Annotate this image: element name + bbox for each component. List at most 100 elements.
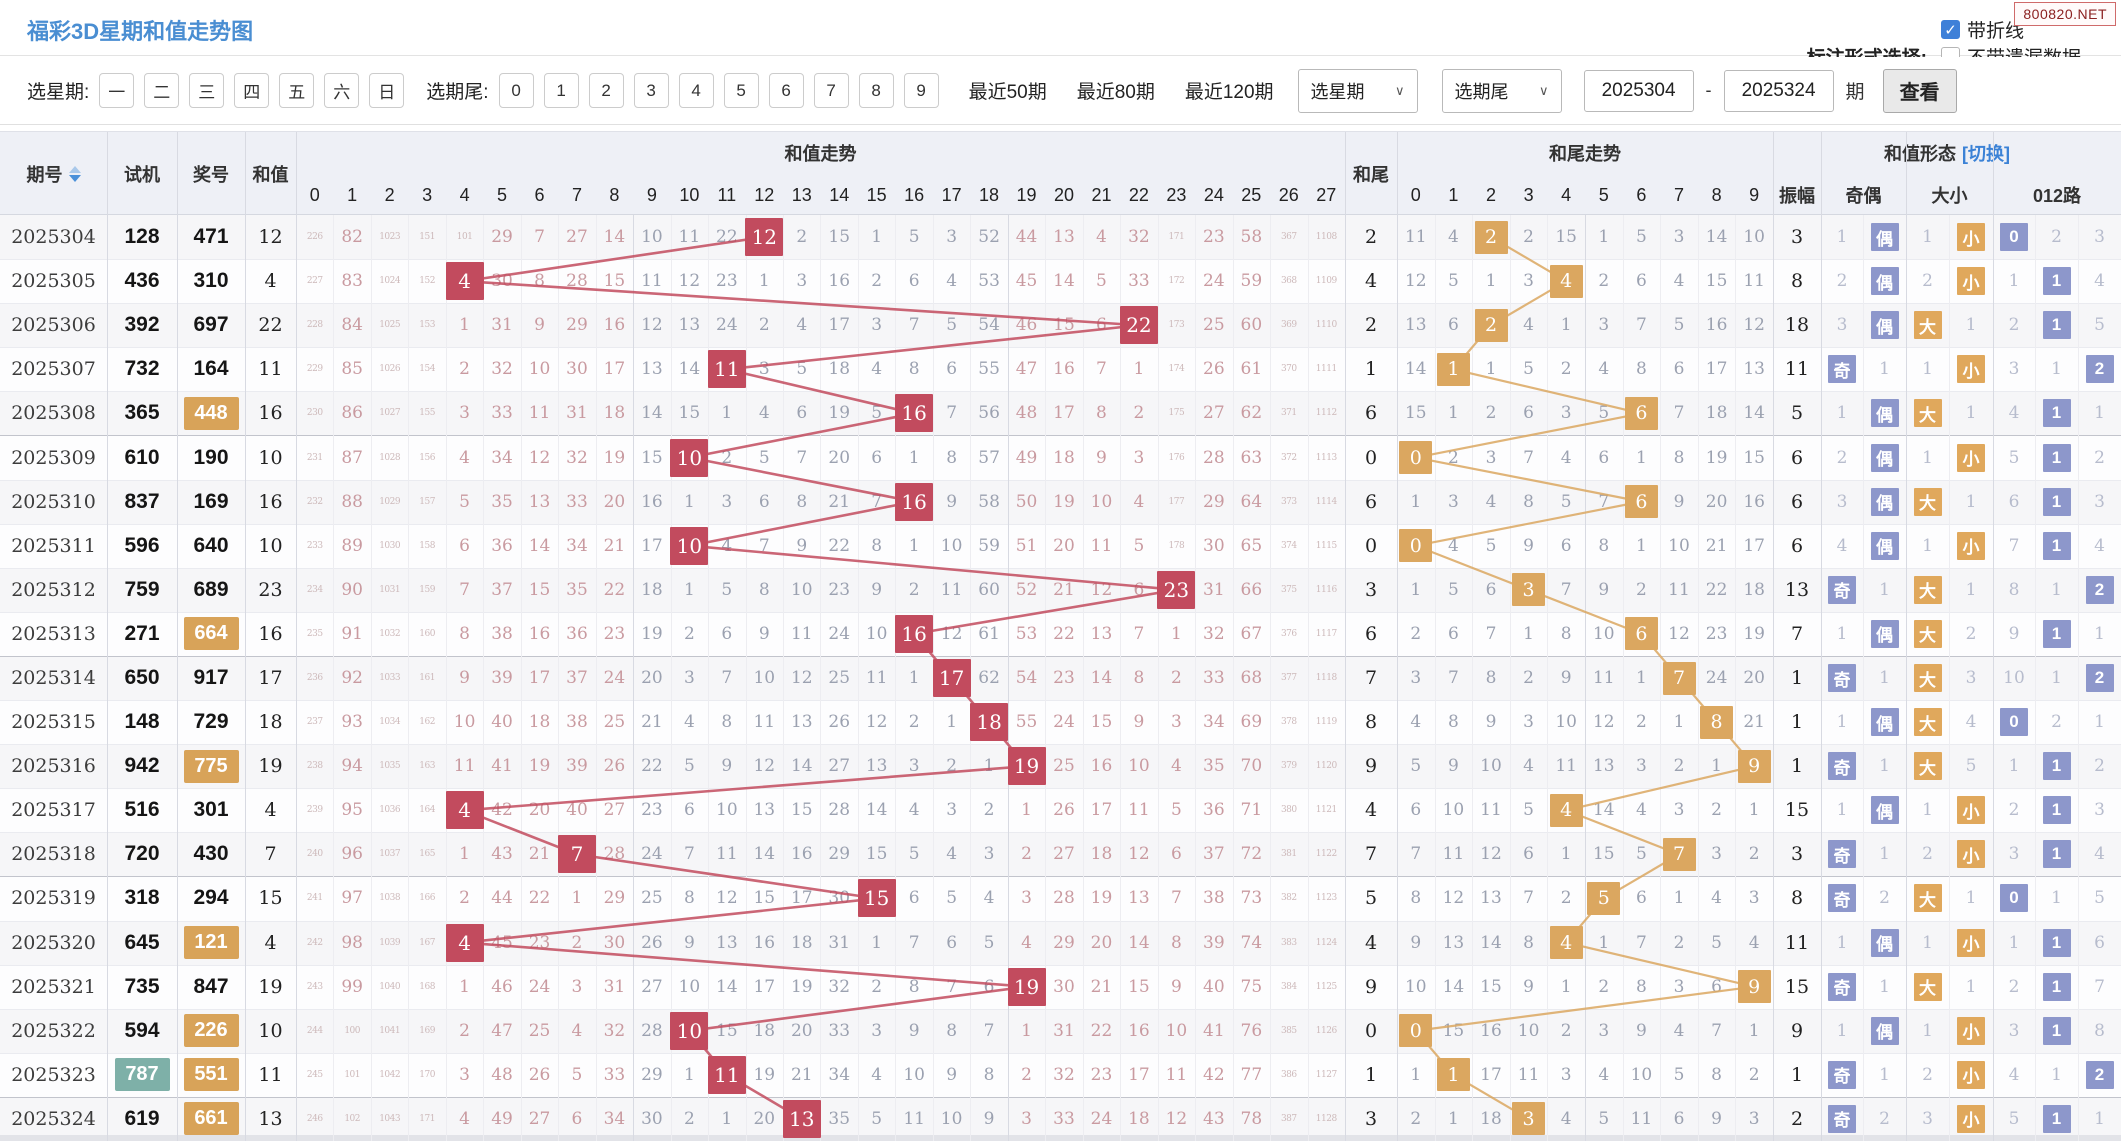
hw-miss-cell: 6 [1711,976,1722,997]
view-button[interactable]: 查看 [1882,68,1957,113]
week-button-五[interactable]: 五 [279,73,315,108]
hz-miss-cell: 24 [828,623,851,644]
hezhi-hit-box: 16 [895,614,934,653]
tail-button-2[interactable]: 2 [588,73,624,108]
header-hw-col-7: 7 [1673,184,1684,205]
period-cell: 2025306 [11,314,96,337]
hw-miss-cell: 15 [1592,844,1615,865]
hz-miss-cell: 4 [983,888,995,909]
lu012-miss-cell: 2 [2008,315,2020,336]
row-divider [0,259,2121,261]
lu012-miss-cell: 1 [2008,932,2020,953]
hz-miss-cell: 1120 [1315,761,1337,772]
lu012-hit-box: 1 [2042,972,2071,1001]
hw-miss-cell: 11 [1404,227,1427,248]
week-button-日[interactable]: 日 [369,73,405,108]
recent-link-最近120期[interactable]: 最近120期 [1184,82,1274,103]
tail-button-4[interactable]: 4 [678,73,714,108]
sort-icon[interactable] [68,166,81,182]
jiang-highlight: 661 [183,1102,239,1136]
lu012-hit-box: 1 [2042,487,2071,516]
switch-link[interactable]: [切换] [1962,144,2010,164]
hezhi-cell: 15 [258,887,283,910]
annotation-checkbox-带折线[interactable]: ✓ 带折线 [1940,16,2081,43]
hewei-hit-box: 1 [1436,1058,1470,1092]
range-to-input[interactable] [1723,69,1834,112]
hw-miss-cell: 6 [1560,535,1572,556]
hezhi-hit-box: 18 [970,703,1009,742]
tail-button-8[interactable]: 8 [858,73,894,108]
hw-miss-cell: 11 [1517,1064,1540,1085]
hw-miss-cell: 2 [1410,623,1422,644]
hz-miss-cell: 1 [459,976,470,997]
hw-miss-cell: 9 [1598,579,1610,600]
lu012-hit-box: 2 [2085,664,2114,692]
col-divider [1472,215,1474,1141]
jiou-hit-box: 偶 [1870,928,1899,957]
hz-miss-cell: 9 [946,1064,958,1085]
lu012-miss-cell: 2 [2051,227,2062,248]
jiou-miss-cell: 1 [1879,359,1890,380]
recent-link-最近80期[interactable]: 最近80期 [1076,82,1155,103]
hw-miss-cell: 1 [1673,888,1685,909]
hw-miss-cell: 5 [1447,271,1459,292]
hz-miss-cell: 76 [1240,1020,1263,1041]
hezhi-cell: 23 [258,578,283,601]
period-cell: 2025314 [11,666,96,689]
hz-miss-cell: 61 [1240,359,1263,380]
hz-miss-cell: 1119 [1315,717,1337,728]
hz-miss-cell: 1117 [1315,628,1337,639]
hz-miss-cell: 8 [983,1064,995,1085]
hz-miss-cell: 28 [566,271,588,292]
lu012-miss-cell: 5 [2094,888,2105,909]
lu012-hit-box: 1 [2042,1104,2071,1133]
tail-button-6[interactable]: 6 [768,73,804,108]
tail-button-0[interactable]: 0 [498,73,534,108]
hz-miss-cell: 1026 [379,364,401,375]
hz-miss-cell: 243 [306,981,323,992]
daxiao-hit-box: 大 [1913,311,1942,340]
hz-miss-cell: 5 [908,844,920,865]
hz-miss-cell: 26 [1203,359,1225,380]
hezhi-cell: 19 [258,975,283,998]
tail-button-5[interactable]: 5 [723,73,759,108]
week-button-三[interactable]: 三 [189,73,225,108]
shiji-cell: 596 [124,533,160,557]
hz-miss-cell: 82 [341,227,363,248]
week-select[interactable]: 选星期 ∨ [1297,68,1418,113]
range-from-input[interactable] [1583,69,1694,112]
tail-button-7[interactable]: 7 [813,73,849,108]
lu012-miss-cell: 4 [2094,271,2105,292]
recent-link-最近50期[interactable]: 最近50期 [968,82,1047,103]
week-button-四[interactable]: 四 [234,73,270,108]
tail-button-9[interactable]: 9 [903,73,939,108]
hw-miss-cell: 10 [1668,535,1690,556]
lu012-miss-cell: 7 [2094,976,2105,997]
hz-miss-cell: 170 [419,1069,435,1080]
week-button-一[interactable]: 一 [99,73,135,108]
hz-miss-cell: 176 [1168,452,1185,463]
week-button-六[interactable]: 六 [324,73,360,108]
hewei-hit-box: 5 [1587,881,1621,915]
tail-select[interactable]: 选期尾 ∨ [1441,68,1562,113]
tail-button-1[interactable]: 1 [543,73,579,108]
daxiao-miss-cell: 1 [1922,359,1933,380]
hz-miss-cell: 2 [459,359,470,380]
hw-miss-cell: 1 [1748,800,1760,821]
hz-miss-cell: 18 [828,359,851,380]
hz-miss-cell: 10 [940,535,963,556]
checkbox-checked-icon[interactable]: ✓ [1940,20,1960,39]
zhenfu-cell: 11 [1784,358,1810,381]
hz-miss-cell: 33 [828,1020,851,1041]
daxiao-miss-cell: 3 [1965,667,1977,688]
row-divider [0,1008,2121,1010]
zhenfu-cell: 9 [1790,1019,1804,1042]
jiou-hit-box: 奇 [1828,1104,1856,1133]
hz-miss-cell: 6 [683,800,695,821]
tail-button-3[interactable]: 3 [633,73,669,108]
hw-miss-cell: 10 [1630,1064,1653,1085]
week-button-二[interactable]: 二 [144,73,180,108]
hw-miss-cell: 2 [1485,403,1497,424]
hz-miss-cell: 15 [828,227,851,248]
hewei-hit-box: 7 [1662,837,1696,871]
